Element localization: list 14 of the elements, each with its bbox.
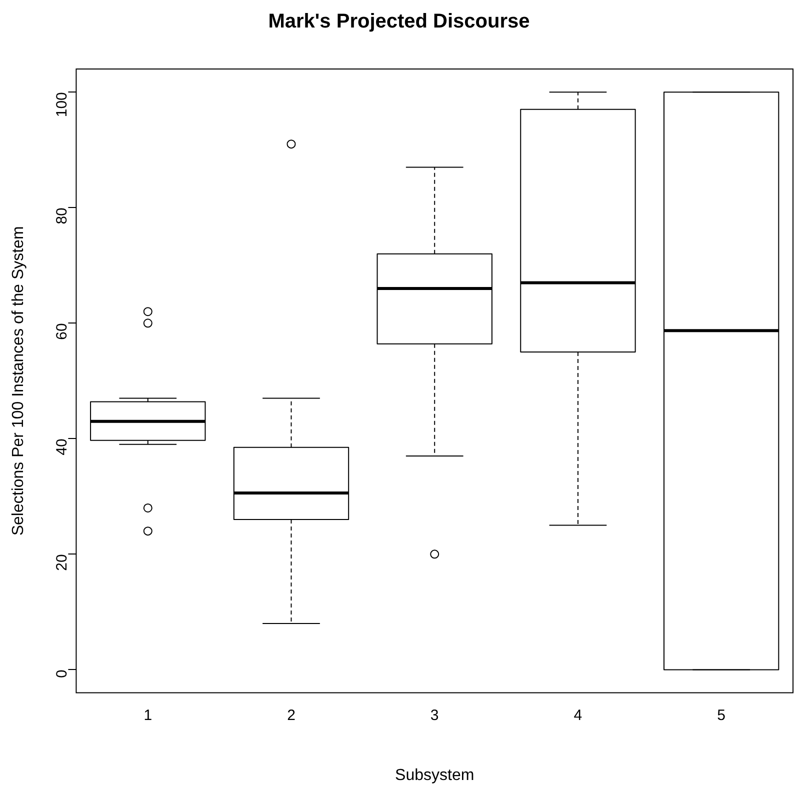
- y-tick-label: 60: [53, 323, 70, 340]
- x-tick-label: 1: [144, 706, 152, 724]
- x-tick-label: 3: [430, 706, 439, 724]
- y-tick-label: 100: [53, 92, 70, 118]
- y-tick-label: 80: [53, 208, 70, 224]
- y-tick-label: 20: [53, 554, 70, 571]
- x-tick-label: 5: [717, 706, 726, 724]
- y-tick-label: 0: [53, 670, 70, 678]
- x-tick-label: 2: [287, 706, 296, 724]
- y-tick-label: 40: [53, 438, 70, 456]
- x-tick-label: 4: [574, 706, 582, 724]
- y-axis-title: Selections Per 100 Instances of the System: [10, 226, 28, 536]
- x-axis-title: Subsystem: [395, 766, 474, 784]
- chart-title: Mark's Projected Discourse: [268, 10, 530, 33]
